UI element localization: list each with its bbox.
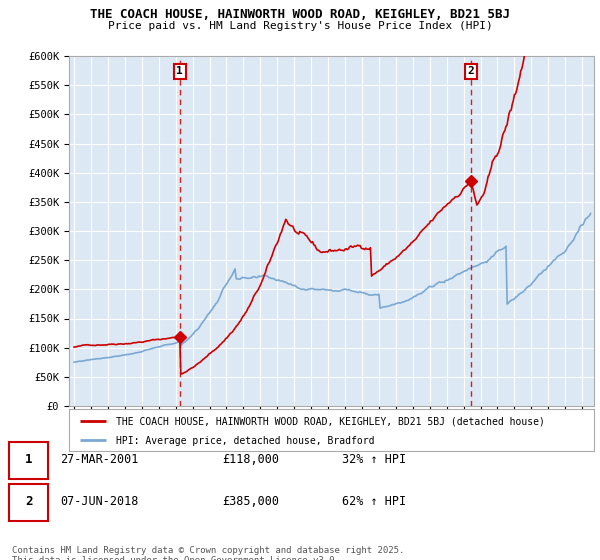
Text: 2: 2 <box>467 67 475 77</box>
Text: THE COACH HOUSE, HAINWORTH WOOD ROAD, KEIGHLEY, BD21 5BJ: THE COACH HOUSE, HAINWORTH WOOD ROAD, KE… <box>90 8 510 21</box>
Text: 32% ↑ HPI: 32% ↑ HPI <box>342 452 406 466</box>
Text: £385,000: £385,000 <box>222 494 279 508</box>
Text: THE COACH HOUSE, HAINWORTH WOOD ROAD, KEIGHLEY, BD21 5BJ (detached house): THE COACH HOUSE, HAINWORTH WOOD ROAD, KE… <box>116 417 545 426</box>
Text: 2: 2 <box>25 494 32 508</box>
Text: 27-MAR-2001: 27-MAR-2001 <box>60 452 139 466</box>
Text: HPI: Average price, detached house, Bradford: HPI: Average price, detached house, Brad… <box>116 436 375 446</box>
Text: 07-JUN-2018: 07-JUN-2018 <box>60 494 139 508</box>
Text: 1: 1 <box>25 452 32 466</box>
Text: Contains HM Land Registry data © Crown copyright and database right 2025.
This d: Contains HM Land Registry data © Crown c… <box>12 546 404 560</box>
Text: 1: 1 <box>176 67 183 77</box>
Text: 62% ↑ HPI: 62% ↑ HPI <box>342 494 406 508</box>
Text: Price paid vs. HM Land Registry's House Price Index (HPI): Price paid vs. HM Land Registry's House … <box>107 21 493 31</box>
Text: £118,000: £118,000 <box>222 452 279 466</box>
